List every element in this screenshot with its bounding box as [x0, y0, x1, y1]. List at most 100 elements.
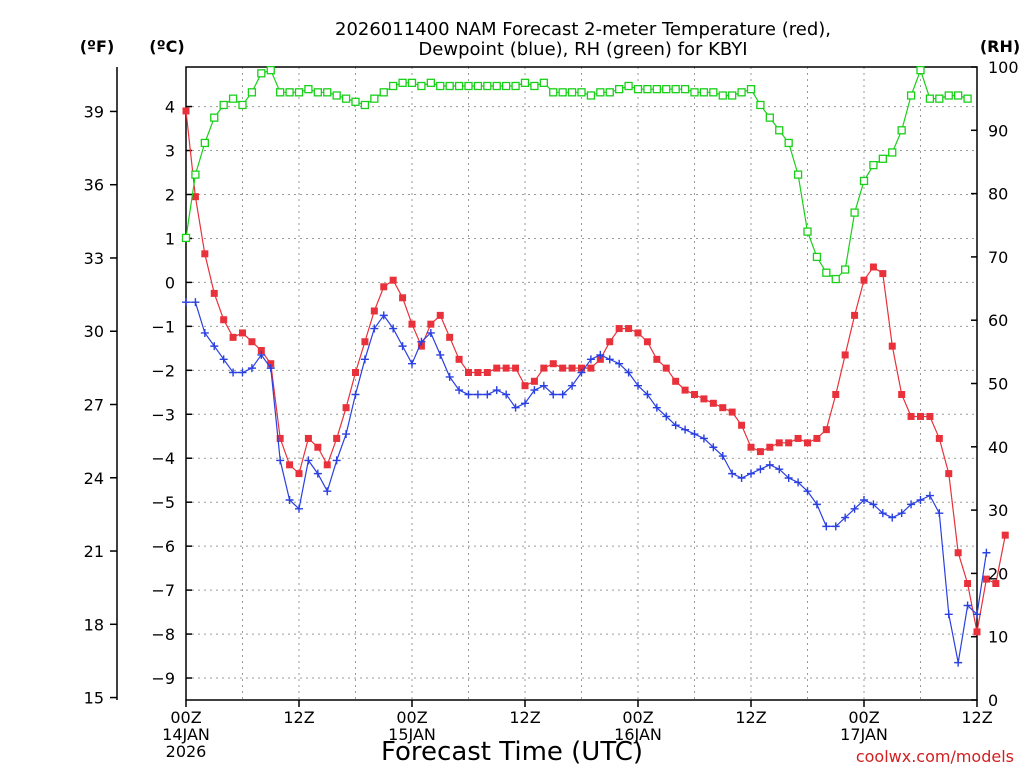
rh-point	[596, 88, 605, 97]
dewpoint-point	[398, 342, 407, 351]
temperature-point	[691, 390, 698, 398]
dewpoint-point	[200, 328, 209, 337]
rh-point	[793, 170, 803, 179]
rh-point	[464, 81, 473, 91]
dewpoint-point	[558, 390, 567, 399]
temperature-point	[973, 628, 981, 636]
dewpoint-point	[718, 452, 727, 461]
temperature-point	[408, 320, 416, 328]
dewpoint-point	[794, 478, 803, 487]
temperature-point	[662, 364, 670, 372]
rh-point	[492, 81, 501, 91]
temperature-point	[220, 316, 228, 324]
dewpoint-point	[822, 522, 831, 531]
temperature-point	[869, 263, 877, 271]
rh-tick-label: 80	[988, 185, 1008, 204]
series-rh	[181, 66, 972, 284]
rh-point	[360, 100, 370, 110]
temperature-point	[860, 276, 868, 284]
dewpoint-point	[803, 487, 812, 496]
rh-point	[285, 88, 294, 97]
rh-point	[822, 268, 831, 277]
dewpoint-point	[982, 548, 991, 557]
temperature-point	[653, 355, 661, 363]
dewpoint-point	[963, 601, 972, 610]
dewpoint-point	[577, 368, 586, 377]
temperature-point	[879, 270, 887, 278]
celsius-tick-label: −7	[151, 581, 175, 600]
temperature-point	[794, 434, 802, 442]
dewpoint-point	[916, 495, 925, 504]
dewpoint-point	[332, 456, 341, 465]
rh-point	[643, 85, 652, 94]
dewpoint-point	[671, 421, 680, 430]
rh-point	[276, 88, 285, 97]
rh-point	[615, 85, 624, 94]
dewpoint-point	[219, 355, 228, 364]
rh-point	[878, 154, 887, 163]
rh-point	[257, 69, 266, 78]
dewpoint-point	[747, 469, 755, 478]
temperature-point	[436, 311, 444, 319]
rh-point	[304, 85, 313, 94]
dewpoint-point	[304, 456, 313, 465]
rh-tick-label: 70	[988, 248, 1008, 267]
dewpoint-point	[624, 368, 633, 377]
temperature-point	[992, 580, 1000, 588]
rh-point	[633, 85, 643, 94]
rh-point	[756, 100, 765, 110]
x-tick-label: 12Z	[735, 708, 766, 727]
dewpoint-point	[643, 390, 652, 399]
rh-point	[181, 233, 191, 243]
dewpoint-point	[662, 412, 671, 421]
dewpoint-point	[615, 359, 624, 368]
temperature-point	[512, 364, 520, 372]
temperature-point	[304, 434, 312, 442]
dewpoint-point	[925, 491, 934, 500]
temperature-point	[465, 369, 472, 377]
rh-point	[831, 274, 840, 284]
dewpoint-point	[605, 355, 614, 364]
rh-point	[662, 85, 671, 94]
temperature-point	[267, 360, 275, 368]
rh-point	[407, 78, 417, 87]
rh-point	[483, 81, 492, 91]
temperature-point	[964, 580, 972, 588]
plot-frame	[185, 66, 978, 701]
dewpoint-point	[878, 509, 887, 518]
temperature-point	[248, 338, 256, 346]
temperature-point	[352, 369, 359, 377]
dewpoint-point	[285, 495, 294, 504]
temperature-point	[709, 399, 717, 407]
temperature-point	[502, 364, 510, 372]
rh-point	[332, 91, 341, 100]
temperature-point	[191, 193, 199, 201]
temperature-point	[766, 443, 774, 451]
series-line-temperature	[185, 110, 1006, 633]
dewpoint-point	[935, 509, 944, 518]
temperature-point	[201, 250, 209, 258]
rh-point	[426, 78, 435, 87]
dewpoint-point	[266, 364, 275, 373]
x-axis-label: Forecast Time (UTC)	[381, 737, 643, 767]
dewpoint-point	[182, 298, 190, 307]
temperature-point	[210, 289, 218, 297]
temperature-point	[229, 333, 237, 341]
temperature-point	[361, 338, 369, 346]
temperature-point	[775, 439, 783, 447]
temperature-point	[700, 395, 708, 403]
dewpoint-point	[586, 355, 595, 364]
rh-point	[417, 81, 426, 91]
rh-point	[859, 176, 869, 186]
rh-point	[341, 94, 351, 103]
dewpoint-point	[784, 474, 793, 483]
dewpoint-point	[699, 434, 708, 443]
dewpoint-point	[351, 390, 360, 399]
dewpoint-point	[389, 324, 398, 333]
unit-label-celsius: (ºC)	[149, 37, 184, 56]
temperature-point	[446, 333, 454, 341]
rh-point	[530, 81, 539, 91]
celsius-tick-label: 1	[165, 229, 175, 248]
